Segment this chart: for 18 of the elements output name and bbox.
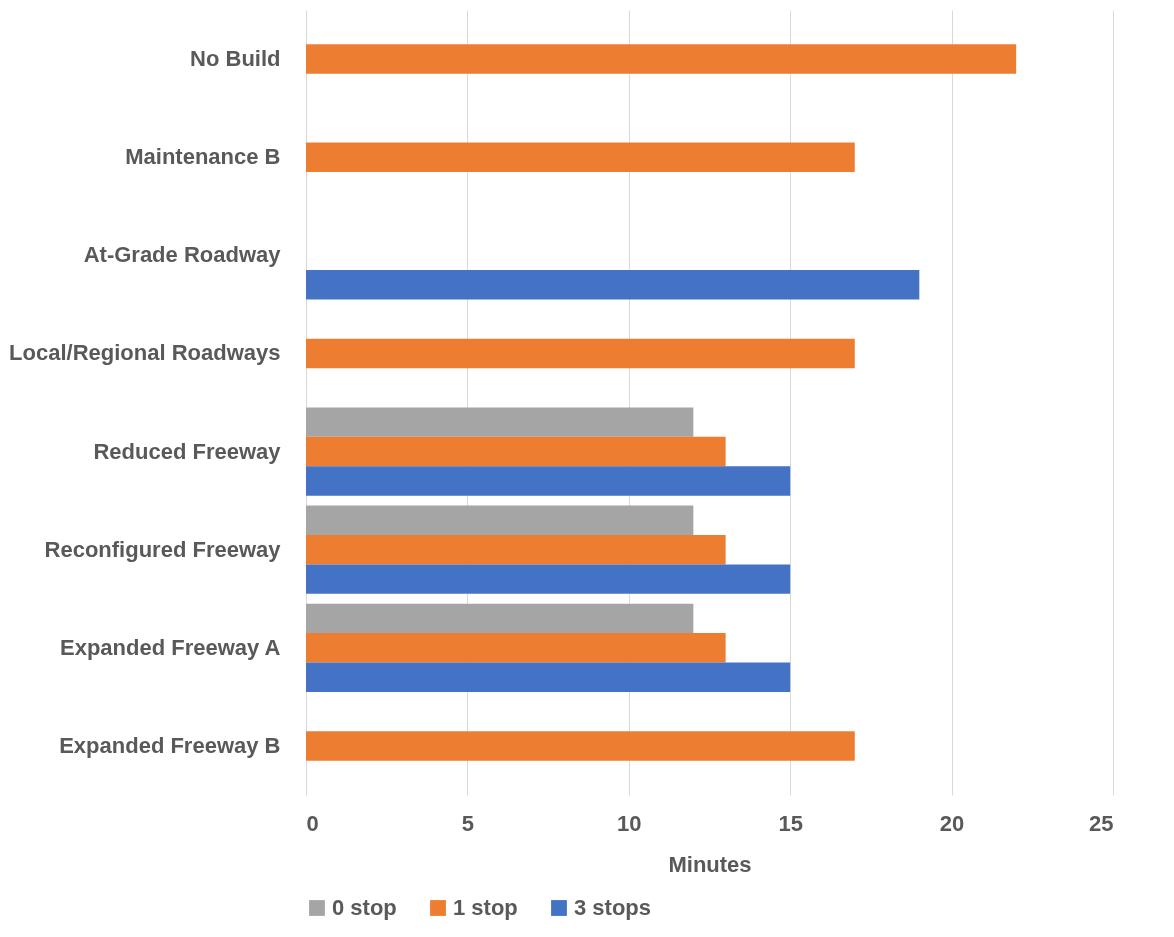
y-tick-label: Maintenance B <box>125 144 281 170</box>
x-tick-label: 0 <box>306 810 319 836</box>
y-tick-label: At-Grade Roadway <box>83 242 282 268</box>
x-tick-label: 20 <box>939 810 965 836</box>
y-tick-label: Expanded Freeway B <box>59 732 281 758</box>
x-tick-label: 25 <box>1089 810 1114 836</box>
y-tick-label: Reconfigured Freeway <box>44 536 282 562</box>
x-axis-title: Minutes <box>668 851 752 877</box>
y-tick-label: Local/Regional Roadways <box>9 340 281 366</box>
x-tick-label: 15 <box>778 810 803 836</box>
legend-label: 1 stop <box>453 895 518 920</box>
legend-label: 3 stops <box>574 895 652 920</box>
y-tick-label: Reduced Freeway <box>93 438 282 464</box>
y-tick-label: Expanded Freeway A <box>60 634 281 660</box>
legend-label: 0 stop <box>332 895 397 920</box>
x-tick-label: 10 <box>617 810 642 836</box>
y-tick-label: No Build <box>190 46 281 72</box>
x-tick-label: 5 <box>461 810 475 836</box>
